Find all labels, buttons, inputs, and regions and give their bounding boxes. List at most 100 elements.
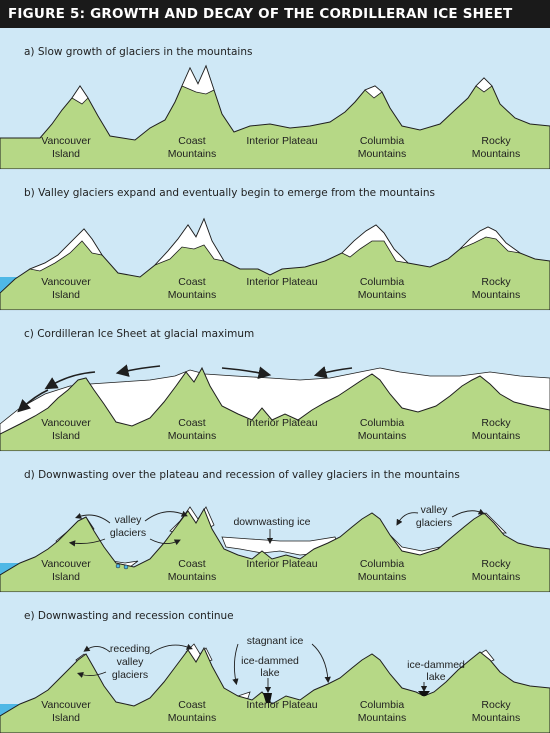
- region-label: Coast: [178, 276, 206, 288]
- annotation-label: downwasting ice: [233, 516, 310, 528]
- leader-arrow: [149, 538, 181, 546]
- region-label: Island: [52, 148, 80, 160]
- annotation-label: glaciers: [112, 669, 148, 681]
- region-label: Coast: [178, 417, 206, 429]
- region-label: Island: [52, 430, 80, 442]
- leader-arrow: [83, 645, 111, 653]
- mountain-glacier: [71, 85, 89, 105]
- region-label: Columbia: [360, 417, 405, 429]
- ice-dammed-lake: [263, 693, 272, 703]
- mountain-glacier: [181, 64, 215, 95]
- land-profile: [0, 646, 550, 733]
- panel-e-caption: e) Downwasting and recession continue: [24, 610, 234, 622]
- meltwater-pond: [123, 564, 129, 570]
- region-label: Rocky: [481, 558, 511, 570]
- land-profile: [0, 366, 550, 451]
- leader-arrow: [77, 671, 107, 678]
- region-label: Mountains: [168, 289, 216, 301]
- leader-arrow: [149, 643, 193, 655]
- region-label: Columbia: [360, 558, 405, 570]
- region-label: Mountains: [358, 289, 406, 301]
- leader-arrow: [451, 508, 485, 518]
- region-label: Mountains: [472, 430, 520, 442]
- region-label: Interior Plateau: [246, 417, 317, 429]
- ice-flow-arrow: [313, 366, 353, 379]
- annotation-label: valley: [117, 656, 145, 668]
- figure-title: FIGURE 5: GROWTH AND DECAY OF THE CORDIL…: [0, 0, 550, 28]
- region-label: Vancouver: [41, 699, 91, 711]
- annotation-label: glaciers: [110, 527, 146, 539]
- panel-c-diagram: Vancouver Island Coast Mountains Interio…: [0, 364, 550, 451]
- region-label: Coast: [178, 135, 206, 147]
- region-label: Mountains: [358, 712, 406, 724]
- region-label: Mountains: [168, 430, 216, 442]
- leader-arrow: [144, 510, 188, 522]
- annotation-label: lake: [426, 671, 445, 683]
- valley-glacier: [341, 224, 410, 264]
- region-label: Mountains: [472, 289, 520, 301]
- ice-flow-arrow: [44, 371, 96, 390]
- annotation-label: stagnant ice: [247, 635, 304, 647]
- leader-arrow: [396, 512, 419, 526]
- panel-c: c) Cordilleran Ice Sheet at glacial maxi…: [0, 310, 550, 452]
- valley-glacier: [154, 217, 225, 266]
- annotation-label: ice-dammed: [407, 659, 465, 671]
- annotation-label: valley: [115, 514, 143, 526]
- panel-d-caption: d) Downwasting over the plateau and rece…: [24, 469, 460, 481]
- valley-glacier: [28, 228, 103, 272]
- panel-a: a) Slow growth of glaciers in the mounta…: [0, 28, 550, 170]
- annotation-label: valley: [421, 504, 449, 516]
- region-label: Rocky: [481, 135, 511, 147]
- ice-flow-arrow: [221, 366, 272, 380]
- region-label: Interior Plateau: [246, 276, 317, 288]
- region-label: Columbia: [360, 699, 405, 711]
- region-label: Interior Plateau: [246, 558, 317, 570]
- panel-b: b) Valley glaciers expand and eventually…: [0, 169, 550, 311]
- leader-arrow: [75, 512, 111, 524]
- region-label: Columbia: [360, 276, 405, 288]
- region-label: Mountains: [472, 571, 520, 583]
- region-label: Rocky: [481, 276, 511, 288]
- panel-c-caption: c) Cordilleran Ice Sheet at glacial maxi…: [24, 328, 255, 340]
- region-label: Rocky: [481, 417, 511, 429]
- region-label: Vancouver: [41, 135, 91, 147]
- leader-arrow: [232, 643, 239, 686]
- region-label: Interior Plateau: [246, 699, 317, 711]
- region-label: Mountains: [472, 712, 520, 724]
- panel-b-caption: b) Valley glaciers expand and eventually…: [24, 187, 435, 199]
- panel-a-caption: a) Slow growth of glaciers in the mounta…: [24, 46, 253, 58]
- region-label: Mountains: [358, 571, 406, 583]
- panel-e: e) Downwasting and recession continue: [0, 592, 550, 733]
- panel-d-diagram: valley glaciers downwasting ice valley g…: [0, 504, 550, 592]
- panel-e-diagram: receding valley glaciers stagnant ice ic…: [0, 635, 550, 733]
- panel-b-diagram: Vancouver Island Coast Mountains Interio…: [0, 217, 550, 310]
- ice-dammed-lake: [418, 691, 430, 696]
- region-label: Island: [52, 712, 80, 724]
- region-label: Mountains: [168, 148, 216, 160]
- region-label: Vancouver: [41, 276, 91, 288]
- region-label: Vancouver: [41, 558, 91, 570]
- annotation-label: glaciers: [416, 517, 452, 529]
- region-label: Coast: [178, 558, 206, 570]
- region-label: Columbia: [360, 135, 405, 147]
- region-label: Coast: [178, 699, 206, 711]
- annotation-label: receding: [110, 643, 150, 655]
- annotation-label: ice-dammed: [241, 655, 299, 667]
- mountain-glacier: [475, 77, 493, 93]
- mountain-glacier: [364, 85, 383, 99]
- region-label: Mountains: [358, 430, 406, 442]
- ice-flow-arrow: [115, 364, 161, 377]
- region-label: Vancouver: [41, 417, 91, 429]
- annotation-label: lake: [260, 667, 279, 679]
- land-profile: [0, 64, 550, 169]
- ice-flow-arrow: [17, 389, 49, 413]
- region-label: Interior Plateau: [246, 135, 317, 147]
- panel-a-diagram: Vancouver Island Coast Mountains Interio…: [0, 64, 550, 169]
- region-label: Mountains: [168, 712, 216, 724]
- region-label: Mountains: [358, 148, 406, 160]
- valley-glacier: [459, 226, 521, 254]
- region-label: Island: [52, 571, 80, 583]
- panel-d: d) Downwasting over the plateau and rece…: [0, 451, 550, 593]
- meltwater-pond: [115, 563, 121, 569]
